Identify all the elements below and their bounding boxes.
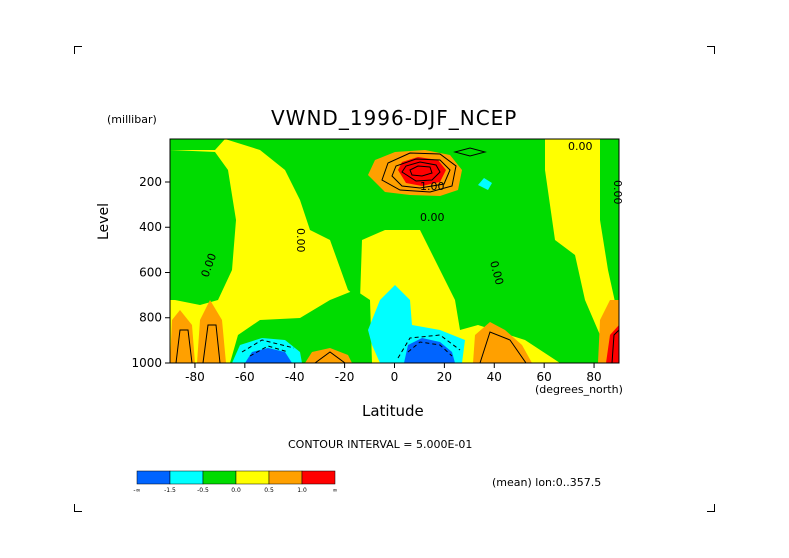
chart-title: VWND_1996-DJF_NCEP bbox=[271, 106, 518, 130]
contour-label: 0.00 bbox=[487, 259, 506, 286]
contour-line bbox=[381, 152, 457, 193]
legend-label: 0.0 bbox=[231, 487, 241, 494]
green-region-right bbox=[600, 139, 619, 320]
contour-interval-label: CONTOUR INTERVAL = 5.000E-01 bbox=[288, 438, 473, 451]
legend-swatch bbox=[169, 470, 204, 485]
legend-swatch bbox=[136, 470, 171, 485]
legend-label: 1.0 bbox=[297, 487, 307, 494]
y-unit-label: (millibar) bbox=[107, 113, 157, 126]
mean-longitude-label: (mean) lon:0..357.5 bbox=[492, 476, 602, 489]
contour-label: 0.00 bbox=[420, 211, 445, 224]
contour-fields bbox=[170, 139, 619, 363]
x-tick-label: -60 bbox=[235, 370, 255, 384]
y-tick-label: 1000 bbox=[131, 356, 162, 370]
x-axis-ticks: -80 -60 -40 -20 0 20 40 60 80 bbox=[185, 363, 602, 384]
y-axis-ticks: 200 400 600 800 1000 bbox=[131, 175, 170, 370]
legend-swatch bbox=[268, 470, 303, 485]
x-tick-label: 20 bbox=[437, 370, 452, 384]
orange-region-bottom-right bbox=[473, 322, 532, 363]
legend-swatch bbox=[301, 470, 336, 485]
contour-line bbox=[241, 339, 295, 353]
contour-label: 0.00 bbox=[294, 228, 307, 253]
contour-label: 0.00 bbox=[568, 140, 593, 153]
legend-swatch bbox=[202, 470, 237, 485]
green-region-central bbox=[225, 139, 619, 363]
contour-lines bbox=[175, 147, 619, 363]
orange-region-bottom-left-a bbox=[170, 310, 195, 363]
x-tick-label: -20 bbox=[335, 370, 355, 384]
contour-line bbox=[407, 341, 453, 357]
contour-line bbox=[611, 329, 619, 363]
crop-mark-top-left bbox=[74, 46, 82, 54]
contour-label: 0.00 bbox=[611, 180, 624, 205]
contour-line bbox=[202, 324, 221, 363]
legend-label: ∞ bbox=[333, 487, 338, 494]
y-tick-label: 800 bbox=[139, 311, 162, 325]
x-unit-label: (degrees_north) bbox=[535, 383, 623, 396]
contour-line bbox=[401, 161, 441, 182]
x-tick-label: 40 bbox=[487, 370, 502, 384]
color-legend: -∞ -1.5 -0.5 0.0 0.5 1.0 ∞ bbox=[133, 470, 338, 494]
legend-label: 0.5 bbox=[264, 487, 274, 494]
cyan-spot-upper bbox=[478, 178, 492, 190]
green-region-top-left bbox=[170, 139, 225, 150]
contour-line bbox=[314, 351, 346, 363]
x-axis-label: Latitude bbox=[362, 402, 424, 420]
contour-line bbox=[391, 158, 451, 189]
x-tick-label: 0 bbox=[391, 370, 399, 384]
y-tick-label: 400 bbox=[139, 220, 162, 234]
contour-line bbox=[479, 331, 527, 363]
contour-label: 1.00 bbox=[420, 180, 445, 193]
green-region-left bbox=[170, 150, 236, 305]
crop-mark-bottom-right bbox=[707, 504, 715, 512]
red-maximum-right bbox=[606, 325, 619, 363]
x-tick-label: -80 bbox=[185, 370, 205, 384]
y-tick-label: 200 bbox=[139, 175, 162, 189]
contour-line bbox=[175, 329, 193, 363]
contour-line bbox=[409, 165, 433, 177]
crop-mark-top-right bbox=[707, 46, 715, 54]
blue-minimum-equator bbox=[404, 338, 455, 363]
x-tick-label: 80 bbox=[586, 370, 601, 384]
legend-label: -0.5 bbox=[197, 487, 209, 494]
legend-swatch bbox=[235, 470, 270, 485]
contour-line bbox=[453, 147, 487, 157]
legend-label: -∞ bbox=[133, 487, 140, 494]
crop-mark-bottom-left bbox=[74, 504, 82, 512]
x-tick-label: 60 bbox=[537, 370, 552, 384]
contour-line bbox=[397, 334, 461, 359]
legend-label: -1.5 bbox=[164, 487, 176, 494]
x-tick-label: -40 bbox=[285, 370, 305, 384]
y-tick-label: 600 bbox=[139, 265, 162, 279]
